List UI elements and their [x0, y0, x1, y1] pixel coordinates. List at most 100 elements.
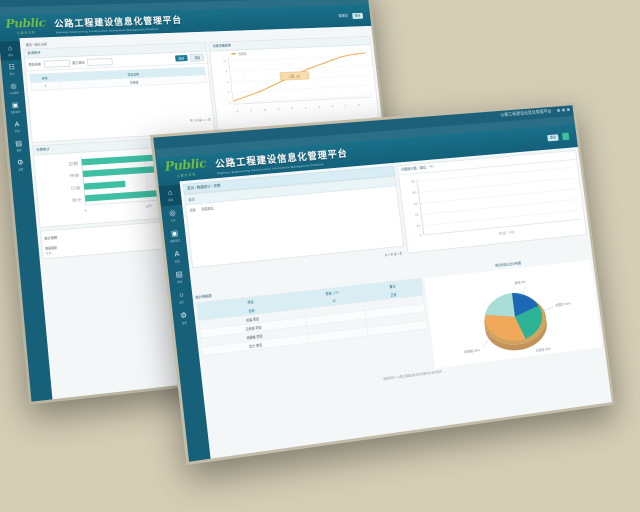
sidebar-label-device: 设备监控 [10, 110, 21, 114]
front-window-controls[interactable] [557, 108, 570, 112]
report-icon: ▤ [14, 138, 23, 148]
svg-text:40: 40 [412, 191, 417, 195]
home-icon: ⌂ [7, 43, 13, 53]
svg-text:8: 8 [226, 69, 228, 73]
front-right-chart[interactable]: 50 40 30 20 10 0 时间（月） [398, 159, 586, 248]
line-chart-tooltip-text: 1月: 12 [289, 74, 300, 79]
sidebar-item-settings[interactable]: ⚙ 设置 [172, 307, 196, 330]
svg-text:15: 15 [332, 105, 335, 109]
close-icon[interactable] [566, 108, 570, 112]
sidebar-item-device[interactable]: ▣ 设备监控 [4, 98, 26, 118]
front-field-value: 所属单位 [201, 206, 214, 212]
svg-text:30: 30 [413, 202, 418, 206]
sidebar-label-report: 报表 [16, 149, 22, 152]
report-icon: ▤ [175, 269, 184, 279]
back-result-table[interactable]: 序号 项目名称 1 已完成 [29, 66, 207, 91]
sidebar-item-home[interactable]: ⌂ 首页 [158, 184, 183, 207]
sidebar-item-personnel[interactable]: ◎ 人员管理 [3, 79, 25, 99]
sidebar-label-report: 报表 [177, 280, 183, 284]
back-logo[interactable]: Public 公路信息化 [3, 16, 49, 36]
svg-text:4: 4 [228, 90, 230, 94]
back-title-block: 公路工程建设信息化管理平台 Highway Engineering Constr… [47, 13, 183, 35]
front-window-title: 公路工程建设信息化管理平台 [500, 108, 552, 118]
logo-text: Public [163, 156, 208, 175]
search-button[interactable]: 查询 [174, 54, 188, 62]
back-logout-button[interactable]: 退出 [351, 12, 364, 19]
front-pie-chart[interactable]: 其他 6% 在建中 30% 已完成 38% 待审核 26% [424, 260, 602, 369]
front-content: 首页 / 数据统计 / 详情 合计 名称 所属单位 共 0 条 第 1 页 月度 [179, 146, 612, 459]
svg-text:总数: 总数 [68, 160, 79, 167]
doc-icon: A [14, 119, 20, 129]
svg-text:17: 17 [345, 104, 348, 108]
front-field-label: 名称 [189, 208, 197, 213]
doc-icon: A [173, 249, 180, 259]
svg-text:11: 11 [305, 106, 308, 110]
logo-subtext: 公路信息化 [176, 172, 197, 178]
pie-slice-completed [484, 310, 526, 345]
svg-text:0: 0 [419, 234, 421, 238]
pie-chart-svg: 其他 6% 在建中 30% 已完成 38% 待审核 26% [464, 279, 571, 354]
sidebar-item-stats[interactable]: ○ 统计 [170, 286, 194, 309]
reset-button[interactable]: 重置 [189, 53, 205, 62]
settings-icon: ⚙ [179, 310, 188, 321]
logo-subtext: 公路信息化 [16, 30, 36, 35]
svg-text:10: 10 [223, 59, 227, 63]
line-chart-legend-text: 完成量 [238, 51, 247, 56]
sidebar-label-settings: 设置 [181, 321, 188, 325]
svg-text:150: 150 [144, 203, 152, 209]
sidebar-label-stats: 统计 [9, 72, 15, 76]
sidebar-item-archive[interactable]: A 档案 [165, 245, 189, 268]
front-logo[interactable]: Public 公路信息化 [162, 156, 210, 179]
svg-text:05: 05 [265, 108, 268, 112]
sidebar-item-report[interactable]: ▤ 报表 [8, 136, 30, 156]
sidebar-item-home[interactable]: ⌂ 首页 [0, 40, 22, 61]
sidebar-label-archive: 档案 [15, 129, 21, 133]
minimize-icon[interactable] [557, 108, 560, 112]
svg-text:03: 03 [251, 109, 254, 113]
browser-window-front[interactable]: 公路工程建设信息化管理平台 Public 公路信息化 公路工程建设信息化管理平台… [150, 102, 615, 466]
sidebar-label-personnel: 人员管理 [9, 91, 20, 95]
back-line-chart[interactable]: 1月: 12 10 8 6 4 0 01 03 [210, 45, 379, 125]
svg-text:50: 50 [411, 180, 416, 184]
pie-label-pending: 待审核 26% [464, 347, 480, 354]
svg-text:01: 01 [237, 110, 240, 114]
sidebar-label-home: 首页 [168, 198, 174, 202]
svg-text:07: 07 [278, 107, 281, 111]
svg-text:09: 09 [292, 107, 295, 111]
filter-label-unit: 施工单位 [72, 60, 85, 65]
filter-input-project[interactable] [43, 59, 70, 68]
svg-text:6: 6 [227, 80, 229, 84]
sidebar-item-device[interactable]: ▣ 设备监控 [163, 225, 187, 248]
front-header-right[interactable]: 退出 [546, 132, 572, 141]
grid-icon[interactable] [561, 132, 570, 141]
sidebar-item-stats[interactable]: ☷ 统计 [1, 60, 23, 80]
sidebar-label-stats: 统计 [179, 300, 185, 305]
sidebar-item-settings[interactable]: ⚙ 设置 [9, 155, 31, 175]
pie-label-completed: 已完成 38% [535, 346, 551, 353]
front-left-column: 首页 / 数据统计 / 详情 合计 名称 所属单位 共 0 条 第 1 页 [182, 165, 406, 279]
home-icon: ⌂ [167, 187, 173, 197]
front-pie-column: 项目状态占比分布图 [423, 250, 602, 369]
logo-text: Public [4, 16, 47, 32]
sidebar-label-home: 首页 [8, 53, 14, 57]
sidebar-label-settings: 设置 [18, 168, 24, 172]
svg-text:待审: 待审 [69, 172, 79, 179]
back-header-right[interactable]: 管理员 退出 [338, 12, 365, 19]
ring-icon: ○ [178, 290, 185, 300]
sidebar-label-device: 设备监控 [170, 239, 181, 243]
back-user-label: 管理员 [338, 13, 349, 18]
device-icon: ▣ [170, 228, 179, 238]
pie-label-other: 其他 6% [514, 279, 525, 285]
svg-text:0: 0 [229, 101, 231, 105]
front-logout-button[interactable]: 退出 [546, 133, 559, 141]
maximize-icon[interactable] [562, 108, 565, 112]
front-chart-svg: 50 40 30 20 10 0 时间（月） [398, 159, 586, 248]
svg-text:合计: 合计 [71, 197, 81, 204]
sidebar-item-report[interactable]: ▤ 报表 [168, 266, 192, 289]
bar-pending [83, 180, 126, 190]
sidebar-item-archive[interactable]: A 档案 [6, 117, 28, 137]
filter-input-unit[interactable] [86, 57, 113, 66]
line-chart-svg: 1月: 12 10 8 6 4 0 01 03 [210, 45, 379, 125]
sidebar-item-personnel[interactable]: ◎ 人员 [161, 205, 185, 227]
